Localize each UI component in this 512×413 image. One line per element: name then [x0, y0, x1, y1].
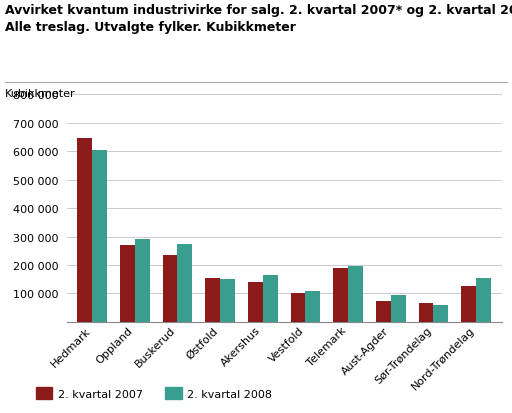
- Bar: [77, 139, 92, 322]
- Bar: [92, 150, 107, 322]
- Bar: [476, 278, 491, 322]
- Bar: [461, 287, 476, 322]
- Text: Avvirket kvantum industrivirke for salg. 2. kvartal 2007* og 2. kvartal 2008*.
A: Avvirket kvantum industrivirke for salg.…: [5, 4, 512, 34]
- Bar: [205, 278, 220, 322]
- Bar: [178, 244, 193, 322]
- Bar: [376, 301, 391, 322]
- Bar: [306, 291, 321, 322]
- Bar: [220, 280, 235, 322]
- Legend: 2. kvartal 2007, 2. kvartal 2008: 2. kvartal 2007, 2. kvartal 2008: [31, 383, 276, 404]
- Bar: [291, 294, 306, 322]
- Bar: [120, 245, 135, 322]
- Bar: [419, 304, 434, 322]
- Bar: [434, 305, 449, 322]
- Bar: [248, 282, 263, 322]
- Bar: [263, 275, 278, 322]
- Bar: [163, 255, 178, 322]
- Bar: [348, 267, 363, 322]
- Bar: [391, 295, 406, 322]
- Text: Kubikkmeter: Kubikkmeter: [5, 89, 76, 99]
- Bar: [333, 268, 348, 322]
- Bar: [135, 240, 150, 322]
